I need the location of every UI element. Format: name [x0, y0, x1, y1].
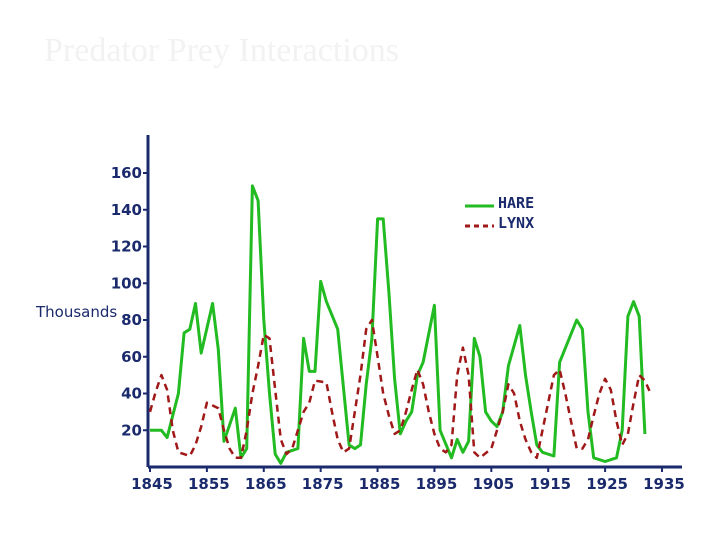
y-tick-label: 80 [121, 311, 142, 329]
x-tick-label: 1905 [472, 475, 514, 493]
y-tick-label: 100 [111, 274, 142, 292]
series-layer [148, 184, 652, 465]
x-tick-label: 1855 [188, 475, 230, 493]
y-tick-label: 20 [121, 421, 142, 439]
x-tick-label: 1895 [416, 475, 458, 493]
series-line-lynx [148, 318, 652, 460]
x-tick-label: 1885 [359, 475, 401, 493]
x-tick-label: 1935 [643, 475, 685, 493]
y-tick-label: 140 [111, 201, 142, 219]
x-tick-label: 1925 [586, 475, 628, 493]
x-tick-label: 1915 [529, 475, 571, 493]
y-tick-label: 120 [111, 238, 142, 256]
y-tick-label: 40 [121, 385, 142, 403]
x-tick-label: 1865 [245, 475, 287, 493]
x-tick-label: 1845 [131, 475, 173, 493]
legend-label-hare: HARE [498, 194, 534, 212]
legend: HARE LYNX [465, 194, 534, 232]
legend-label-lynx: LYNX [498, 214, 534, 232]
x-tick-label: 1875 [302, 475, 344, 493]
y-axis-label: Thousands [35, 303, 117, 321]
y-tick-label: 60 [121, 348, 142, 366]
y-tick-label: 160 [111, 164, 142, 182]
slide-title: Predator Prey Interactions [44, 32, 399, 69]
axes-layer: 20 40 60 80 100 120 140 160 1845 1855 1865 1875 1885… [111, 135, 685, 493]
